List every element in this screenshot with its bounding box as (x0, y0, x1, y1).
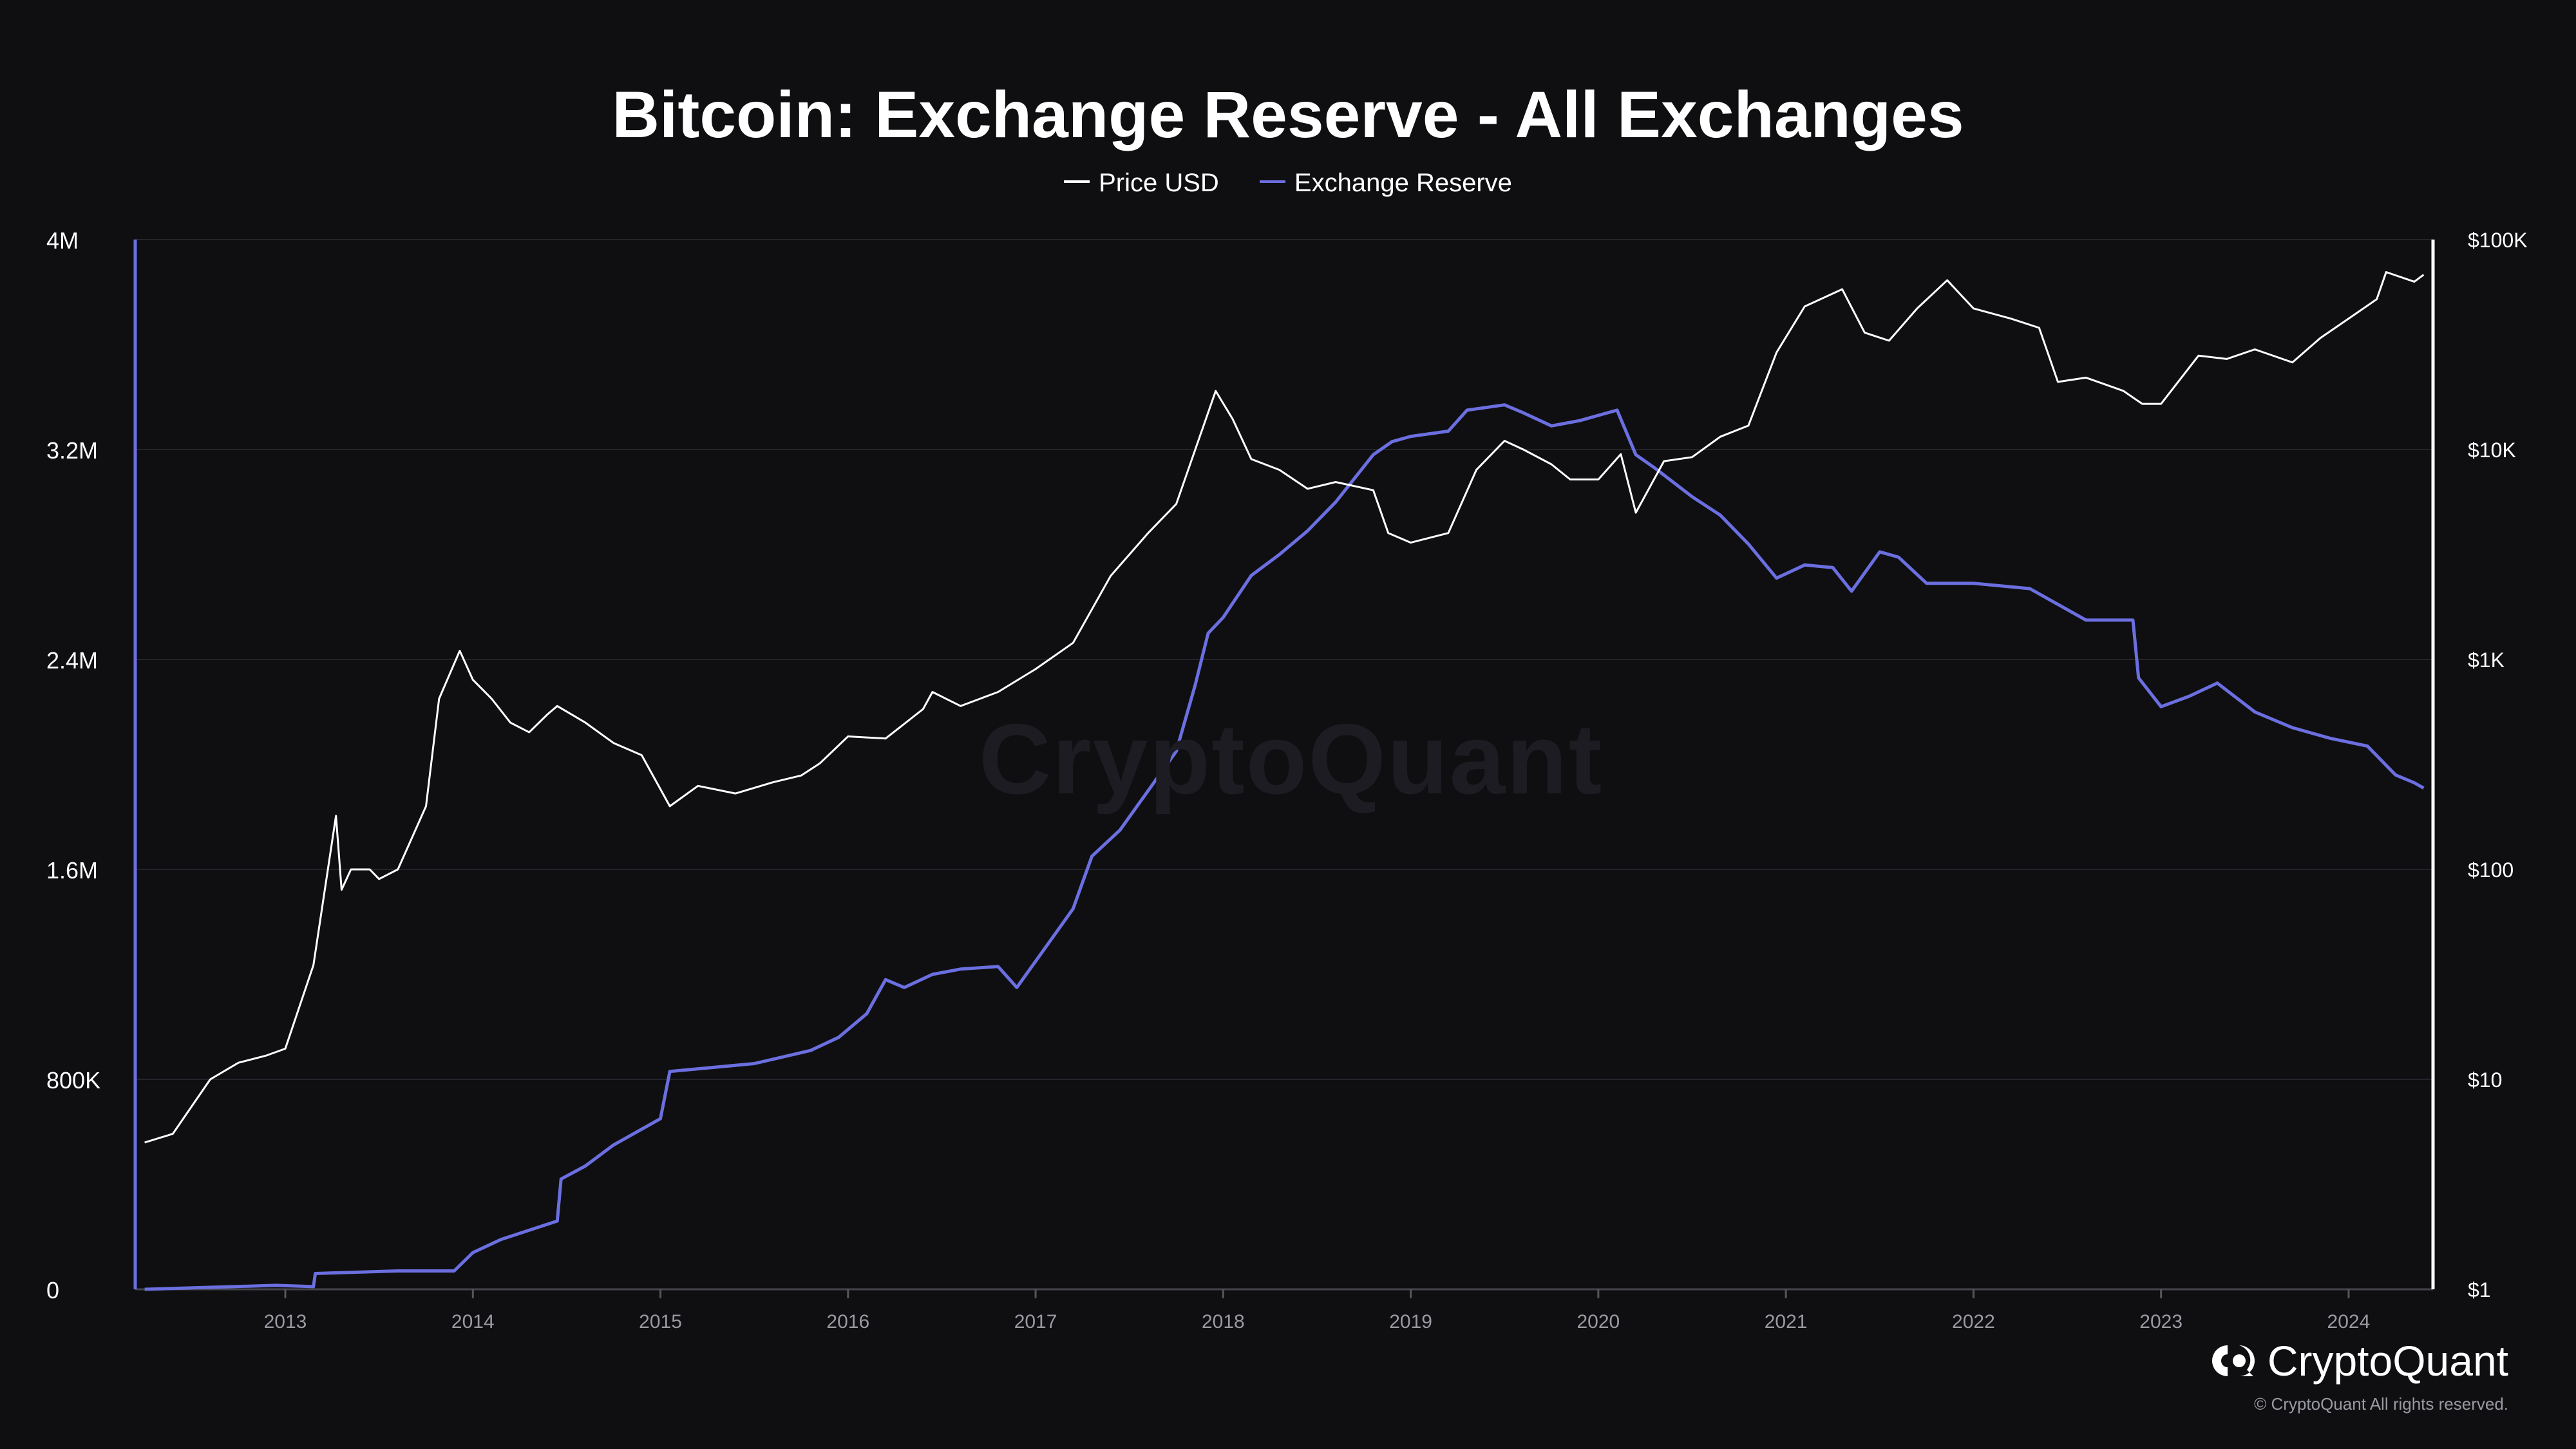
left-tick-label: 2.4M (46, 647, 98, 674)
copyright-text: © CryptoQuant All rights reserved. (2254, 1394, 2508, 1414)
brand-name: CryptoQuant (2267, 1337, 2508, 1385)
legend-swatch-price (1064, 180, 1090, 184)
chart-title: Bitcoin: Exchange Reserve - All Exchange… (612, 78, 1964, 151)
x-tick-label: 2013 (264, 1311, 307, 1332)
grid-lines (135, 239, 2433, 1291)
right-tick-label: $100 (2468, 858, 2514, 882)
legend-item-price[interactable]: Price USD (1064, 169, 1219, 198)
legend: Price USD Exchange Reserve (0, 169, 2576, 198)
left-tick-label: 1.6M (46, 857, 98, 884)
x-tick-label: 2015 (639, 1311, 682, 1332)
left-axis-ticks: 0 800K 1.6M 2.4M 3.2M 4M (46, 227, 100, 1303)
left-tick-label: 0 (46, 1277, 59, 1303)
right-tick-label: $10K (2468, 439, 2516, 462)
left-tick-label: 3.2M (46, 437, 98, 464)
x-tick-label: 2022 (1952, 1311, 1995, 1332)
brand-logo[interactable]: CryptoQuant (2208, 1336, 2508, 1385)
x-tick-label: 2014 (451, 1311, 495, 1332)
right-axis-ticks: $1 $10 $100 $1K $10K $100K (2468, 229, 2528, 1302)
x-tick-label: 2020 (1577, 1311, 1620, 1332)
watermark: CryptoQuant (979, 703, 1604, 815)
x-tick-label: 2024 (2327, 1311, 2371, 1332)
cryptoquant-logo-icon (2211, 1345, 2255, 1376)
x-tick-label: 2018 (1202, 1311, 1245, 1332)
series-group (144, 271, 2425, 1291)
x-tick-label: 2017 (1014, 1311, 1057, 1332)
legend-item-reserve[interactable]: Exchange Reserve (1259, 169, 1512, 198)
legend-swatch-reserve (1259, 180, 1285, 184)
right-tick-label: $1 (2468, 1278, 2491, 1302)
legend-label-price: Price USD (1099, 169, 1219, 197)
x-tick-label: 2023 (2139, 1311, 2183, 1332)
right-tick-label: $100K (2468, 229, 2528, 252)
x-tick-label: 2016 (826, 1311, 869, 1332)
right-tick-label: $1K (2468, 649, 2505, 672)
left-tick-label: 800K (46, 1067, 100, 1094)
right-tick-label: $10 (2468, 1068, 2502, 1092)
series-line-reserve (144, 403, 2425, 1291)
x-tick-label: 2019 (1389, 1311, 1432, 1332)
left-tick-label: 4M (46, 227, 79, 254)
x-tick-label: 2021 (1765, 1311, 1808, 1332)
series-line-price (144, 271, 2425, 1144)
legend-label-reserve: Exchange Reserve (1294, 169, 1512, 197)
x-axis-ticks: 2013 2014 2015 2016 2017 2018 2019 2020 2021 2022… (264, 1289, 2371, 1332)
